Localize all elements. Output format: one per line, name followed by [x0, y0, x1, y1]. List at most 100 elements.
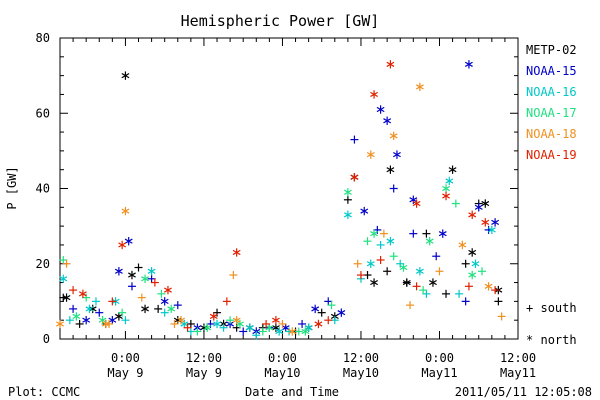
north-point-arm — [343, 189, 352, 195]
north-point — [383, 116, 392, 125]
north-point — [386, 236, 395, 246]
north-point — [281, 323, 290, 332]
north-point-arm — [468, 249, 477, 256]
north-point — [275, 327, 284, 336]
north-point — [124, 236, 133, 246]
south-point — [75, 319, 84, 328]
north-point-arm — [438, 231, 447, 237]
north-point-arm — [160, 298, 169, 304]
north-point-arm — [389, 133, 398, 139]
north-point-arm — [213, 321, 221, 327]
south-point — [95, 308, 104, 317]
south-point — [69, 286, 78, 295]
north-point-arm — [108, 317, 117, 323]
marker-legend: + south * north — [526, 301, 577, 347]
south-point — [193, 327, 202, 336]
south-point — [350, 135, 359, 144]
north-point-arm — [82, 317, 91, 323]
north-point — [180, 319, 189, 329]
north-point-arm — [314, 321, 323, 327]
north-point-arm — [337, 310, 346, 316]
north-point — [412, 199, 421, 208]
south-point — [150, 278, 159, 287]
x-tick-label-date: May10 — [264, 366, 300, 380]
north-point — [468, 248, 477, 257]
north-point-arm — [78, 291, 87, 297]
north-point — [108, 315, 117, 325]
south-point — [186, 319, 195, 328]
north-point-arm — [288, 328, 297, 335]
north-point — [458, 240, 467, 250]
north-point — [370, 90, 378, 99]
north-point — [448, 165, 457, 174]
north-point-arm — [275, 328, 284, 335]
north-point — [484, 282, 493, 291]
legend-entry: NOAA-18 — [526, 127, 577, 141]
north-point — [141, 274, 149, 283]
north-point — [393, 150, 401, 159]
y-tick-label: 0 — [43, 332, 50, 346]
south-point — [252, 331, 261, 340]
south-point — [324, 316, 333, 325]
north-point — [121, 206, 130, 216]
south-point — [137, 293, 146, 302]
x-tick-label-date: May 9 — [186, 366, 222, 380]
north-point — [56, 319, 64, 329]
north-point-arm — [311, 306, 320, 312]
south-point — [239, 327, 248, 336]
south-point — [491, 286, 500, 295]
north-point — [173, 315, 182, 325]
south-point — [232, 323, 241, 332]
north-point — [481, 199, 490, 208]
south-point — [442, 289, 451, 298]
north-point-arm — [360, 208, 369, 214]
south-point — [65, 316, 74, 325]
south-point — [121, 316, 130, 325]
south-point — [389, 252, 398, 261]
north-point-arm — [62, 294, 71, 301]
north-point — [304, 323, 313, 332]
north-point — [487, 225, 496, 235]
north-point — [203, 323, 212, 332]
north-point-arm — [393, 152, 401, 158]
north-point — [121, 71, 130, 80]
north-point-arm — [415, 268, 424, 274]
north-point — [481, 218, 490, 227]
north-point — [376, 105, 385, 114]
north-point — [429, 278, 437, 287]
north-point — [141, 304, 149, 314]
north-point-arm — [468, 212, 477, 218]
north-point-arm — [232, 317, 241, 323]
south-point — [396, 259, 405, 268]
north-point — [147, 267, 156, 276]
north-point — [370, 229, 378, 238]
legend-entry: METP-02 — [526, 43, 577, 57]
south-point — [62, 259, 71, 268]
north-point-arm — [232, 249, 241, 256]
north-point-arm — [370, 231, 378, 237]
north-point-arm — [245, 325, 254, 331]
north-point — [271, 323, 280, 332]
north-point — [101, 319, 110, 329]
north-point-arm — [200, 325, 208, 331]
footer-left: Plot: CCMC — [8, 385, 80, 399]
y-tick-label: 20 — [36, 257, 50, 271]
north-point — [177, 315, 185, 325]
north-point — [245, 323, 254, 332]
north-point — [72, 312, 81, 321]
south-point — [461, 259, 470, 268]
north-point-arm — [448, 167, 457, 173]
south-point — [219, 323, 228, 332]
south-point — [147, 274, 156, 283]
south-point — [455, 289, 464, 298]
north-point — [232, 315, 241, 325]
south-point — [157, 289, 166, 298]
north-point-arm — [281, 325, 290, 331]
north-point-arm — [429, 279, 437, 286]
north-point — [445, 176, 454, 186]
north-point — [471, 259, 480, 268]
north-point — [402, 278, 411, 287]
x-tick-label-date: May11 — [500, 366, 536, 380]
south-point — [173, 301, 182, 310]
north-point-arm — [118, 242, 127, 248]
